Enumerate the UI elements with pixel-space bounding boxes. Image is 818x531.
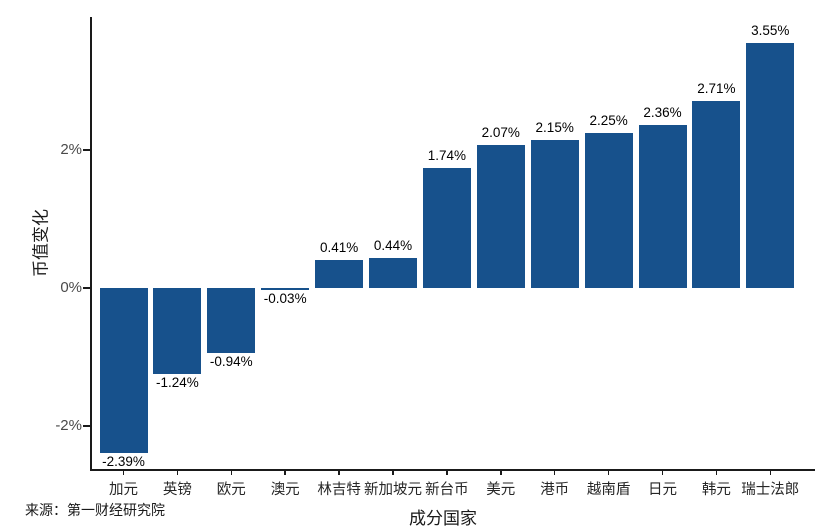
category-label: 美元 <box>486 482 516 498</box>
bar <box>315 259 364 288</box>
bar <box>476 145 525 288</box>
category-label: 日元 <box>648 482 677 498</box>
x-axis-tick <box>446 470 448 475</box>
x-axis-tick <box>284 470 286 475</box>
bar-value-label: -0.94% <box>209 353 253 369</box>
y-axis-tick <box>83 287 90 289</box>
bar <box>530 139 579 288</box>
y-axis-tick <box>83 425 90 427</box>
bar <box>584 132 633 288</box>
x-axis-tick <box>338 470 340 475</box>
category-label: 新台币 <box>425 482 469 498</box>
y-axis-tick-label: -2% <box>55 417 82 434</box>
bar-value-label: 0.41% <box>319 239 359 255</box>
bar <box>638 125 687 288</box>
bar-value-label: -2.39% <box>102 453 145 469</box>
category-label: 越南盾 <box>586 482 631 498</box>
bar-value-label: 2.25% <box>589 112 628 128</box>
category-label: 港币 <box>540 482 570 498</box>
bar-value-label: 2.07% <box>481 125 520 141</box>
x-axis-tick <box>715 470 718 475</box>
bar <box>153 288 202 374</box>
category-label: 林吉特 <box>317 482 361 498</box>
bar-value-label: 2.15% <box>535 119 574 135</box>
x-axis-tick <box>607 470 610 475</box>
x-axis-title: 成分国家 <box>409 509 477 528</box>
y-axis-title: 币值变化 <box>31 209 51 277</box>
category-label: 英镑 <box>162 482 192 498</box>
y-axis-tick-label: 2% <box>60 141 82 158</box>
bar-value-label: 2.71% <box>697 81 736 96</box>
x-axis-tick <box>661 470 664 475</box>
bar-value-label: 0.44% <box>373 237 413 253</box>
x-axis-tick <box>122 470 125 475</box>
bar <box>422 167 471 288</box>
bar <box>207 288 256 353</box>
bar-value-label: 2.36% <box>643 105 682 121</box>
x-axis-tick <box>176 470 179 475</box>
x-axis-tick <box>392 470 394 475</box>
bar-value-label: 1.74% <box>427 147 467 163</box>
bar <box>369 257 417 288</box>
y-axis-tick <box>83 149 90 151</box>
bar <box>746 43 795 288</box>
x-axis-tick <box>230 470 233 475</box>
category-label: 瑞士法郎 <box>741 482 800 498</box>
category-label: 韩元 <box>701 482 731 498</box>
bar <box>261 288 310 291</box>
source-note: 来源：第一财经研究院 <box>25 504 165 519</box>
x-axis-line <box>89 469 815 471</box>
x-axis-tick <box>500 470 502 475</box>
bar <box>692 101 741 288</box>
category-label: 加元 <box>109 482 138 498</box>
bar-value-label: -1.24% <box>156 374 199 390</box>
y-axis-tick-label: 0% <box>60 279 82 296</box>
bar-value-label: -0.03% <box>263 291 307 307</box>
x-axis-tick <box>553 470 556 475</box>
bar <box>99 288 148 453</box>
category-label: 欧元 <box>216 482 246 498</box>
y-axis-line <box>89 17 92 471</box>
x-axis-tick <box>769 470 772 475</box>
category-label: 澳元 <box>270 482 300 498</box>
category-label: 新加坡元 <box>364 482 422 498</box>
bar-value-label: 3.55% <box>751 23 790 39</box>
